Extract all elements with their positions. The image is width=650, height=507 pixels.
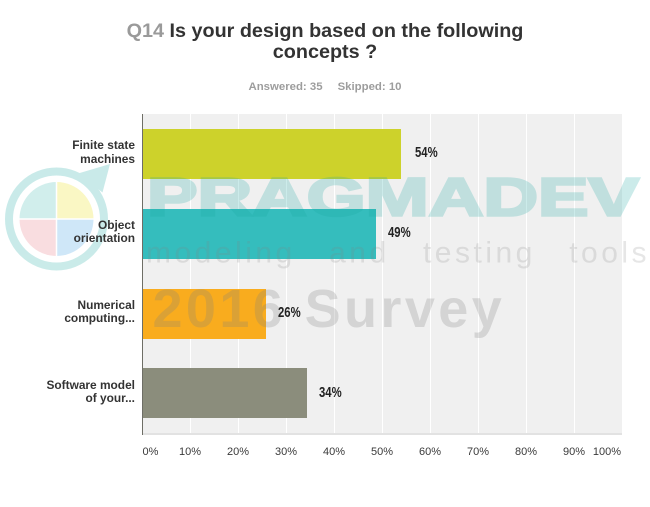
svg-text:PRAGMADEV: PRAGMADEV <box>147 169 639 228</box>
svg-text:modeling and testing tools: modeling and testing tools <box>146 237 650 270</box>
svg-text:2016 Survey: 2016 Survey <box>153 279 506 339</box>
